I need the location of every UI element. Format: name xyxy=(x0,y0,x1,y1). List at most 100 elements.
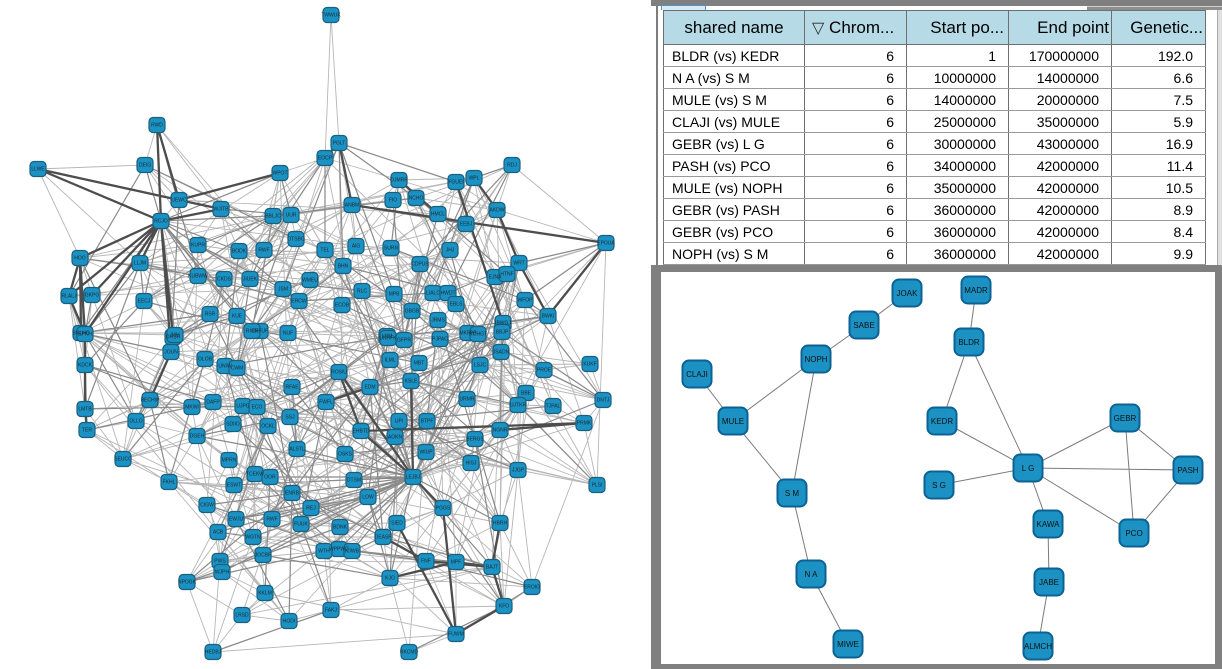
svg-text:TEL: TEL xyxy=(320,248,329,254)
svg-text:HODI: HODI xyxy=(283,619,296,625)
svg-text:OLOB: OLOB xyxy=(198,357,213,363)
svg-text:EPOUA: EPOUA xyxy=(597,241,615,247)
svg-text:OJMRR: OJMRR xyxy=(390,178,408,184)
svg-text:WRT: WRT xyxy=(513,261,524,267)
svg-text:WGTN: WGTN xyxy=(245,535,261,541)
svg-text:JRMS: JRMS xyxy=(431,318,445,324)
svg-text:RCJO: RCJO xyxy=(154,219,168,225)
svg-text:WFOP: WFOP xyxy=(518,298,534,304)
svg-text:KUKF: KUKF xyxy=(583,362,596,368)
svg-text:PCO: PCO xyxy=(1125,529,1142,538)
svg-text:SSJ: SSJ xyxy=(285,415,295,421)
svg-text:ALSTL: ALSTL xyxy=(289,447,305,453)
svg-text:RKCMD: RKCMD xyxy=(400,650,419,656)
svg-text:CKDS: CKDS xyxy=(217,277,232,283)
svg-text:EHBTD: EHBTD xyxy=(353,429,370,435)
svg-text:BERGS: BERGS xyxy=(466,437,484,443)
svg-text:FUWM: FUWM xyxy=(448,632,464,638)
svg-text:HBRH: HBRH xyxy=(493,521,508,527)
svg-text:WTH: WTH xyxy=(318,549,330,555)
svg-text:JSM: JSM xyxy=(278,287,288,293)
svg-text:RICN: RICN xyxy=(246,329,259,335)
svg-text:UPI: UPI xyxy=(395,419,403,425)
svg-text:L G: L G xyxy=(1022,464,1035,473)
svg-text:ROSIU: ROSIU xyxy=(331,370,347,376)
svg-text:ECO: ECO xyxy=(252,405,263,411)
svg-text:ECOB: ECOB xyxy=(335,303,350,309)
svg-text:WJPH: WJPH xyxy=(215,570,230,576)
svg-text:DNTJ: DNTJ xyxy=(597,398,610,404)
svg-text:RDJ: RDJ xyxy=(507,163,517,169)
svg-text:MKFPP: MKFPP xyxy=(459,331,477,337)
svg-text:FIO: FIO xyxy=(389,198,397,204)
svg-text:HWDT: HWDT xyxy=(441,291,456,297)
svg-text:WMEU: WMEU xyxy=(302,278,318,284)
svg-text:LRSD: LRSD xyxy=(235,613,249,619)
svg-text:EJNA: EJNA xyxy=(489,275,502,281)
svg-text:TJPAL: TJPAL xyxy=(546,404,561,410)
svg-text:MPB: MPB xyxy=(389,292,401,298)
svg-text:WPL: WPL xyxy=(469,176,480,182)
svg-text:LOW: LOW xyxy=(362,495,374,501)
svg-text:CDPUS: CDPUS xyxy=(411,262,429,268)
svg-text:KUPR: KUPR xyxy=(191,243,205,249)
svg-text:MULE: MULE xyxy=(722,417,744,426)
svg-text:ESWT: ESWT xyxy=(227,483,241,489)
svg-text:CIGW: CIGW xyxy=(200,503,214,509)
svg-text:KDCK: KDCK xyxy=(78,363,93,369)
svg-text:NGNR: NGNR xyxy=(493,428,508,434)
svg-text:FNF: FNF xyxy=(421,559,431,565)
svg-text:LNM: LNM xyxy=(382,334,393,340)
svg-text:LSJC: LSJC xyxy=(474,363,487,369)
svg-text:RLALJ: RLALJ xyxy=(61,294,77,300)
svg-text:MBT: MBT xyxy=(414,361,425,367)
svg-text:GFPR: GFPR xyxy=(397,338,411,344)
svg-text:DTSM: DTSM xyxy=(347,478,361,484)
svg-text:BAJT: BAJT xyxy=(486,565,498,571)
svg-text:JHJ: JHJ xyxy=(446,248,455,254)
svg-text:BWKI: BWKI xyxy=(542,314,555,320)
svg-text:EWJU: EWJU xyxy=(229,517,244,523)
svg-text:OSKS: OSKS xyxy=(338,452,353,458)
svg-text:REJ: REJ xyxy=(306,506,316,512)
svg-text:PGGS: PGGS xyxy=(436,506,451,512)
svg-text:JOAK: JOAK xyxy=(897,289,919,298)
svg-text:PASH: PASH xyxy=(1177,466,1198,475)
svg-text:OTSBO: OTSBO xyxy=(287,237,305,243)
svg-text:KEDR: KEDR xyxy=(931,417,953,426)
svg-text:CLAJI: CLAJI xyxy=(686,370,708,379)
svg-text:EPKH: EPKH xyxy=(78,332,92,338)
svg-text:WJITB: WJITB xyxy=(214,207,230,213)
svg-text:EEBJ: EEBJ xyxy=(460,222,473,228)
svg-text:FUUK: FUUK xyxy=(294,522,308,528)
svg-text:MPRN: MPRN xyxy=(222,458,237,464)
svg-text:WPOT: WPOT xyxy=(273,171,288,177)
svg-text:HMCL: HMCL xyxy=(431,212,445,218)
svg-text:BBJP: BBJP xyxy=(496,330,509,336)
svg-text:UJPG: UJPG xyxy=(236,404,249,410)
svg-text:PRMK: PRMK xyxy=(577,421,592,427)
svg-text:KUE: KUE xyxy=(232,314,243,320)
svg-text:TCEKW: TCEKW xyxy=(246,472,264,478)
svg-text:JSADN: JSADN xyxy=(493,350,510,356)
svg-text:LIALC: LIALC xyxy=(426,291,440,297)
svg-text:UJTKR: UJTKR xyxy=(510,403,527,409)
svg-text:BBLJC: BBLJC xyxy=(265,214,281,220)
svg-text:NPOGK: NPOGK xyxy=(178,580,197,586)
svg-text:S G: S G xyxy=(932,481,946,490)
svg-text:KKLM: KKLM xyxy=(258,591,272,597)
svg-text:MPF: MPF xyxy=(451,560,462,566)
svg-text:URMR: URMR xyxy=(460,397,475,403)
svg-text:DEIG: DEIG xyxy=(139,163,151,169)
svg-text:RLC: RLC xyxy=(357,289,367,295)
svg-text:EBLS: EBLS xyxy=(450,302,463,308)
svg-text:AOKN: AOKN xyxy=(388,435,403,441)
svg-text:GEBR: GEBR xyxy=(1114,414,1137,423)
svg-text:OHSH: OHSH xyxy=(166,335,181,341)
svg-text:KSLE: KSLE xyxy=(405,379,418,385)
svg-text:ROHGT: ROHGT xyxy=(469,332,487,338)
svg-text:N A: N A xyxy=(805,570,819,579)
svg-text:EDM: EDM xyxy=(364,385,375,391)
svg-text:LEJBJ: LEJBJ xyxy=(406,475,421,481)
svg-text:SEUCC: SEUCC xyxy=(114,457,132,463)
